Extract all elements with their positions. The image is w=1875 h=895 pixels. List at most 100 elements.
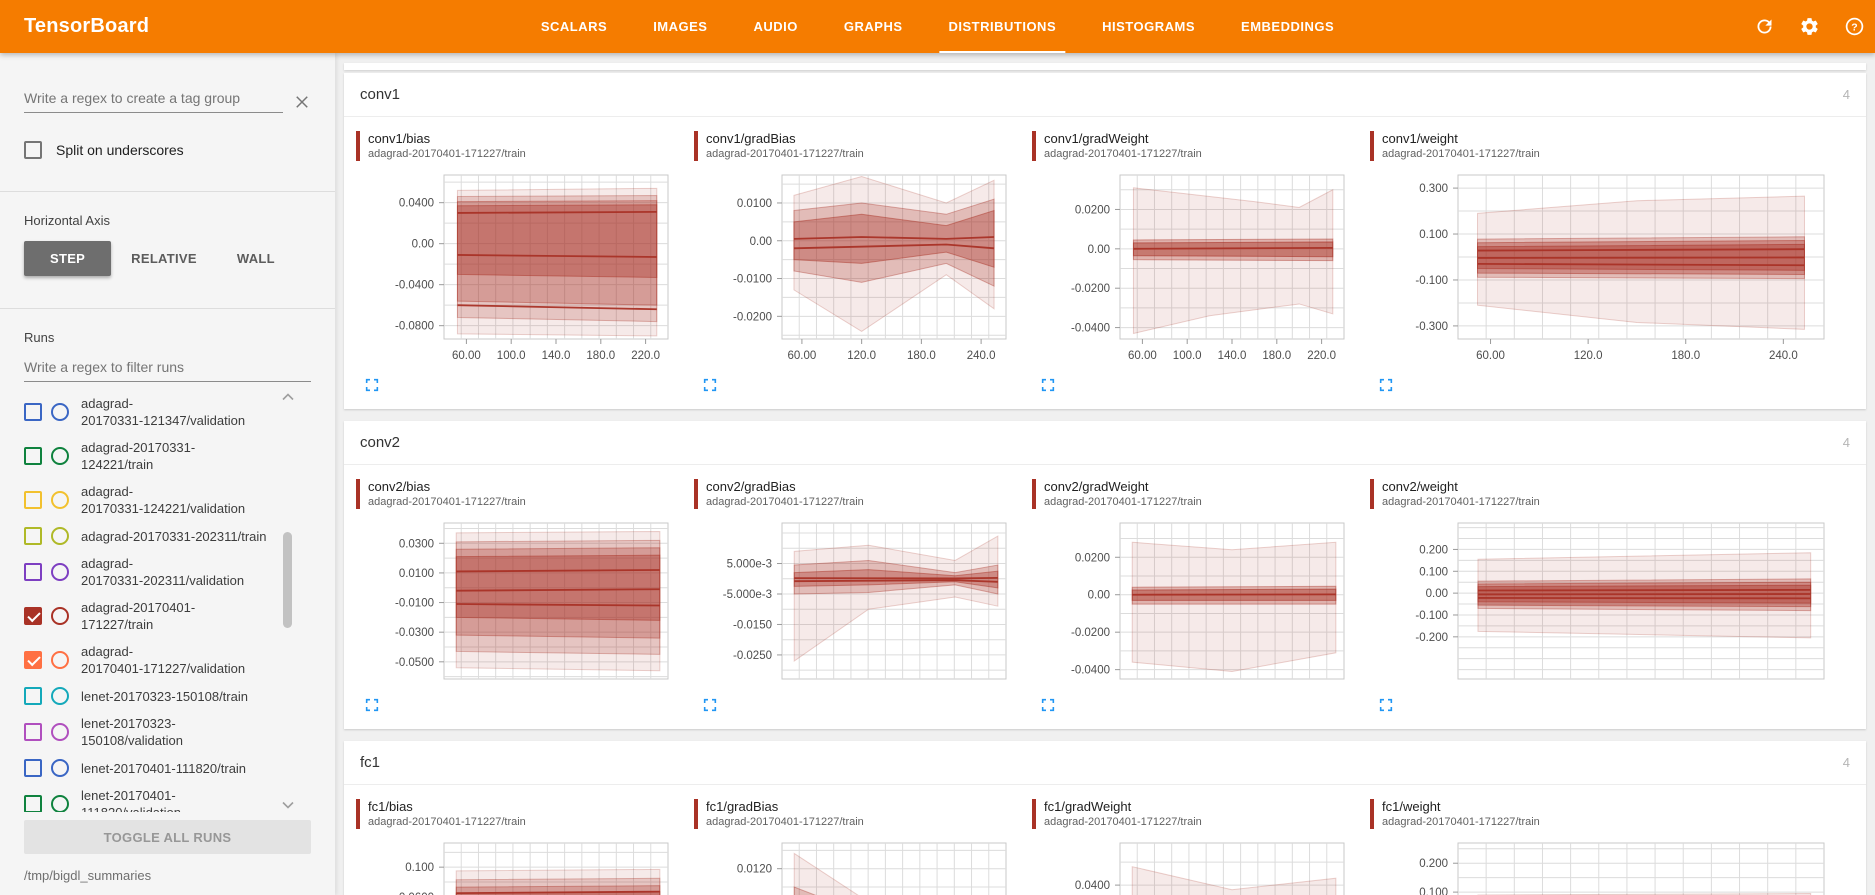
run-list-item: adagrad- 20170401-171227/validation bbox=[24, 638, 311, 682]
axis-option-relative[interactable]: RELATIVE bbox=[131, 251, 197, 266]
scrollbar-thumb[interactable] bbox=[283, 532, 292, 628]
run-checkbox[interactable] bbox=[24, 759, 42, 777]
distribution-plot[interactable]: 0.0300 0.0100 -0.0100 -0.0300 -0.0500 bbox=[356, 517, 682, 689]
run-checkbox[interactable] bbox=[24, 563, 42, 581]
distribution-plot[interactable]: 0.0200 0.00 -0.0200 -0.0400 60.00 100.0 140.0 1… bbox=[1032, 169, 1358, 369]
run-checkbox[interactable] bbox=[24, 607, 42, 625]
axis-option-wall[interactable]: WALL bbox=[236, 251, 275, 266]
svg-text:0.300: 0.300 bbox=[1419, 183, 1448, 195]
svg-text:120.0: 120.0 bbox=[847, 350, 876, 362]
tab-audio[interactable]: AUDIO bbox=[753, 19, 798, 34]
horizontal-axis-options: STEP RELATIVE WALL bbox=[24, 241, 311, 276]
run-list-item: lenet-20170323-150108/validation bbox=[24, 710, 311, 754]
tab-histograms[interactable]: HISTOGRAMS bbox=[1102, 19, 1196, 34]
run-color-accent bbox=[694, 479, 698, 509]
run-radio[interactable] bbox=[51, 403, 69, 421]
chart-title: conv1/bias bbox=[368, 131, 431, 146]
tab-distributions[interactable]: DISTRIBUTIONS bbox=[926, 0, 1080, 53]
svg-text:-0.0800: -0.0800 bbox=[395, 321, 434, 333]
chart-title: conv1/gradBias bbox=[706, 131, 796, 146]
chart-title-row: conv2/weight adagrad-20170401-171227/trai… bbox=[1370, 479, 1854, 509]
chart-card-fc1-gradweight: fc1/gradWeight adagrad-20170401-171227/tr… bbox=[1030, 799, 1368, 895]
chevron-down-icon[interactable] bbox=[281, 801, 295, 810]
fullscreen-icon[interactable] bbox=[702, 377, 718, 393]
run-radio[interactable] bbox=[51, 759, 69, 777]
chart-title: fc1/bias bbox=[368, 799, 413, 814]
run-radio[interactable] bbox=[51, 491, 69, 509]
svg-text:-0.0200: -0.0200 bbox=[733, 311, 772, 323]
run-checkbox[interactable] bbox=[24, 491, 42, 509]
svg-text:0.200: 0.200 bbox=[1419, 544, 1448, 556]
tag-group-header-conv2[interactable]: conv2 4 bbox=[344, 421, 1866, 465]
run-checkbox[interactable] bbox=[24, 723, 42, 741]
distribution-plot[interactable]: 5.000e-3 -5.000e-3 -0.0150 -0.0250 bbox=[694, 517, 1020, 689]
divider bbox=[0, 191, 335, 192]
fullscreen-icon[interactable] bbox=[1378, 697, 1394, 713]
run-radio[interactable] bbox=[51, 795, 69, 812]
tab-embeddings[interactable]: EMBEDDINGS bbox=[1241, 19, 1335, 34]
run-radio[interactable] bbox=[51, 723, 69, 741]
run-radio[interactable] bbox=[51, 607, 69, 625]
fullscreen-icon[interactable] bbox=[1040, 697, 1056, 713]
distribution-plot[interactable]: 0.200 0.100 0.00 -0.100 -0.200 bbox=[1370, 517, 1838, 689]
help-icon[interactable]: ? bbox=[1844, 16, 1865, 37]
run-checkbox[interactable] bbox=[24, 651, 42, 669]
distribution-plot[interactable]: 0.300 0.100 -0.100 -0.300 60.00 120.0 180.0 240… bbox=[1370, 169, 1838, 369]
run-checkbox[interactable] bbox=[24, 687, 42, 705]
svg-text:0.100: 0.100 bbox=[1419, 887, 1448, 895]
chart-run-subtitle: adagrad-20170401-171227/train bbox=[706, 148, 864, 160]
split-checkbox[interactable] bbox=[24, 141, 42, 159]
tag-group-header-conv1[interactable]: conv1 4 bbox=[344, 73, 1866, 117]
toggle-all-runs-button[interactable]: TOGGLE ALL RUNS bbox=[24, 820, 311, 854]
fullscreen-icon[interactable] bbox=[1378, 377, 1394, 393]
svg-text:220.0: 220.0 bbox=[1307, 350, 1336, 362]
run-radio[interactable] bbox=[51, 687, 69, 705]
chart-card-conv2-weight: conv2/weight adagrad-20170401-171227/trai… bbox=[1368, 479, 1856, 725]
fullscreen-icon[interactable] bbox=[364, 377, 380, 393]
axis-option-step[interactable]: STEP bbox=[24, 241, 112, 276]
svg-text:140.0: 140.0 bbox=[542, 350, 571, 362]
distribution-plot[interactable]: 0.0100 0.00 -0.0100 -0.0200 60.00 120.0 180.0 2… bbox=[694, 169, 1020, 369]
fullscreen-icon[interactable] bbox=[364, 697, 380, 713]
run-radio[interactable] bbox=[51, 447, 69, 465]
close-icon[interactable] bbox=[293, 93, 311, 111]
distribution-plot[interactable]: 0.0200 0.00 -0.0200 -0.0400 bbox=[1032, 517, 1358, 689]
fullscreen-icon[interactable] bbox=[1040, 377, 1056, 393]
run-radio[interactable] bbox=[51, 527, 69, 545]
chart-title-row: fc1/gradWeight adagrad-20170401-171227/tr… bbox=[1032, 799, 1366, 829]
split-on-underscores-option[interactable]: Split on underscores bbox=[24, 141, 311, 159]
chart-title-row: fc1/bias adagrad-20170401-171227/train bbox=[356, 799, 690, 829]
run-filter-input[interactable] bbox=[24, 355, 311, 382]
run-checkbox[interactable] bbox=[24, 403, 42, 421]
svg-text:-0.100: -0.100 bbox=[1415, 610, 1448, 622]
tag-filter-input[interactable] bbox=[24, 86, 283, 113]
run-checkbox[interactable] bbox=[24, 527, 42, 545]
tab-scalars[interactable]: SCALARS bbox=[540, 19, 608, 34]
run-checkbox[interactable] bbox=[24, 447, 42, 465]
run-color-accent bbox=[694, 799, 698, 829]
run-radio[interactable] bbox=[51, 651, 69, 669]
svg-text:-5.000e-3: -5.000e-3 bbox=[723, 589, 772, 601]
distribution-plot[interactable]: 0.0400 0.00 -0.0400 -0.0800 60.00 100.0 140.0 1… bbox=[356, 169, 682, 369]
svg-text:0.00: 0.00 bbox=[1088, 590, 1110, 602]
run-list-item: lenet-20170323-150108/train bbox=[24, 682, 311, 710]
tab-graphs[interactable]: GRAPHS bbox=[843, 19, 903, 34]
refresh-icon[interactable] bbox=[1754, 16, 1775, 37]
run-radio[interactable] bbox=[51, 563, 69, 581]
settings-icon[interactable] bbox=[1799, 16, 1820, 37]
chart-card-fc1-weight: fc1/weight adagrad-20170401-171227/train 0… bbox=[1368, 799, 1856, 895]
distribution-plot[interactable]: 0.01206.000e-30.00 bbox=[694, 837, 1020, 895]
run-checkbox[interactable] bbox=[24, 795, 42, 812]
run-color-accent bbox=[356, 131, 360, 161]
tag-group-header-fc1[interactable]: fc1 4 bbox=[344, 741, 1866, 785]
fullscreen-icon[interactable] bbox=[702, 697, 718, 713]
tab-images[interactable]: IMAGES bbox=[653, 19, 708, 34]
run-color-accent bbox=[1032, 479, 1036, 509]
chevron-up-icon[interactable] bbox=[281, 392, 295, 401]
svg-text:0.0100: 0.0100 bbox=[737, 198, 772, 210]
svg-text:-0.300: -0.300 bbox=[1415, 321, 1448, 333]
tag-group-name: conv1 bbox=[360, 86, 401, 103]
